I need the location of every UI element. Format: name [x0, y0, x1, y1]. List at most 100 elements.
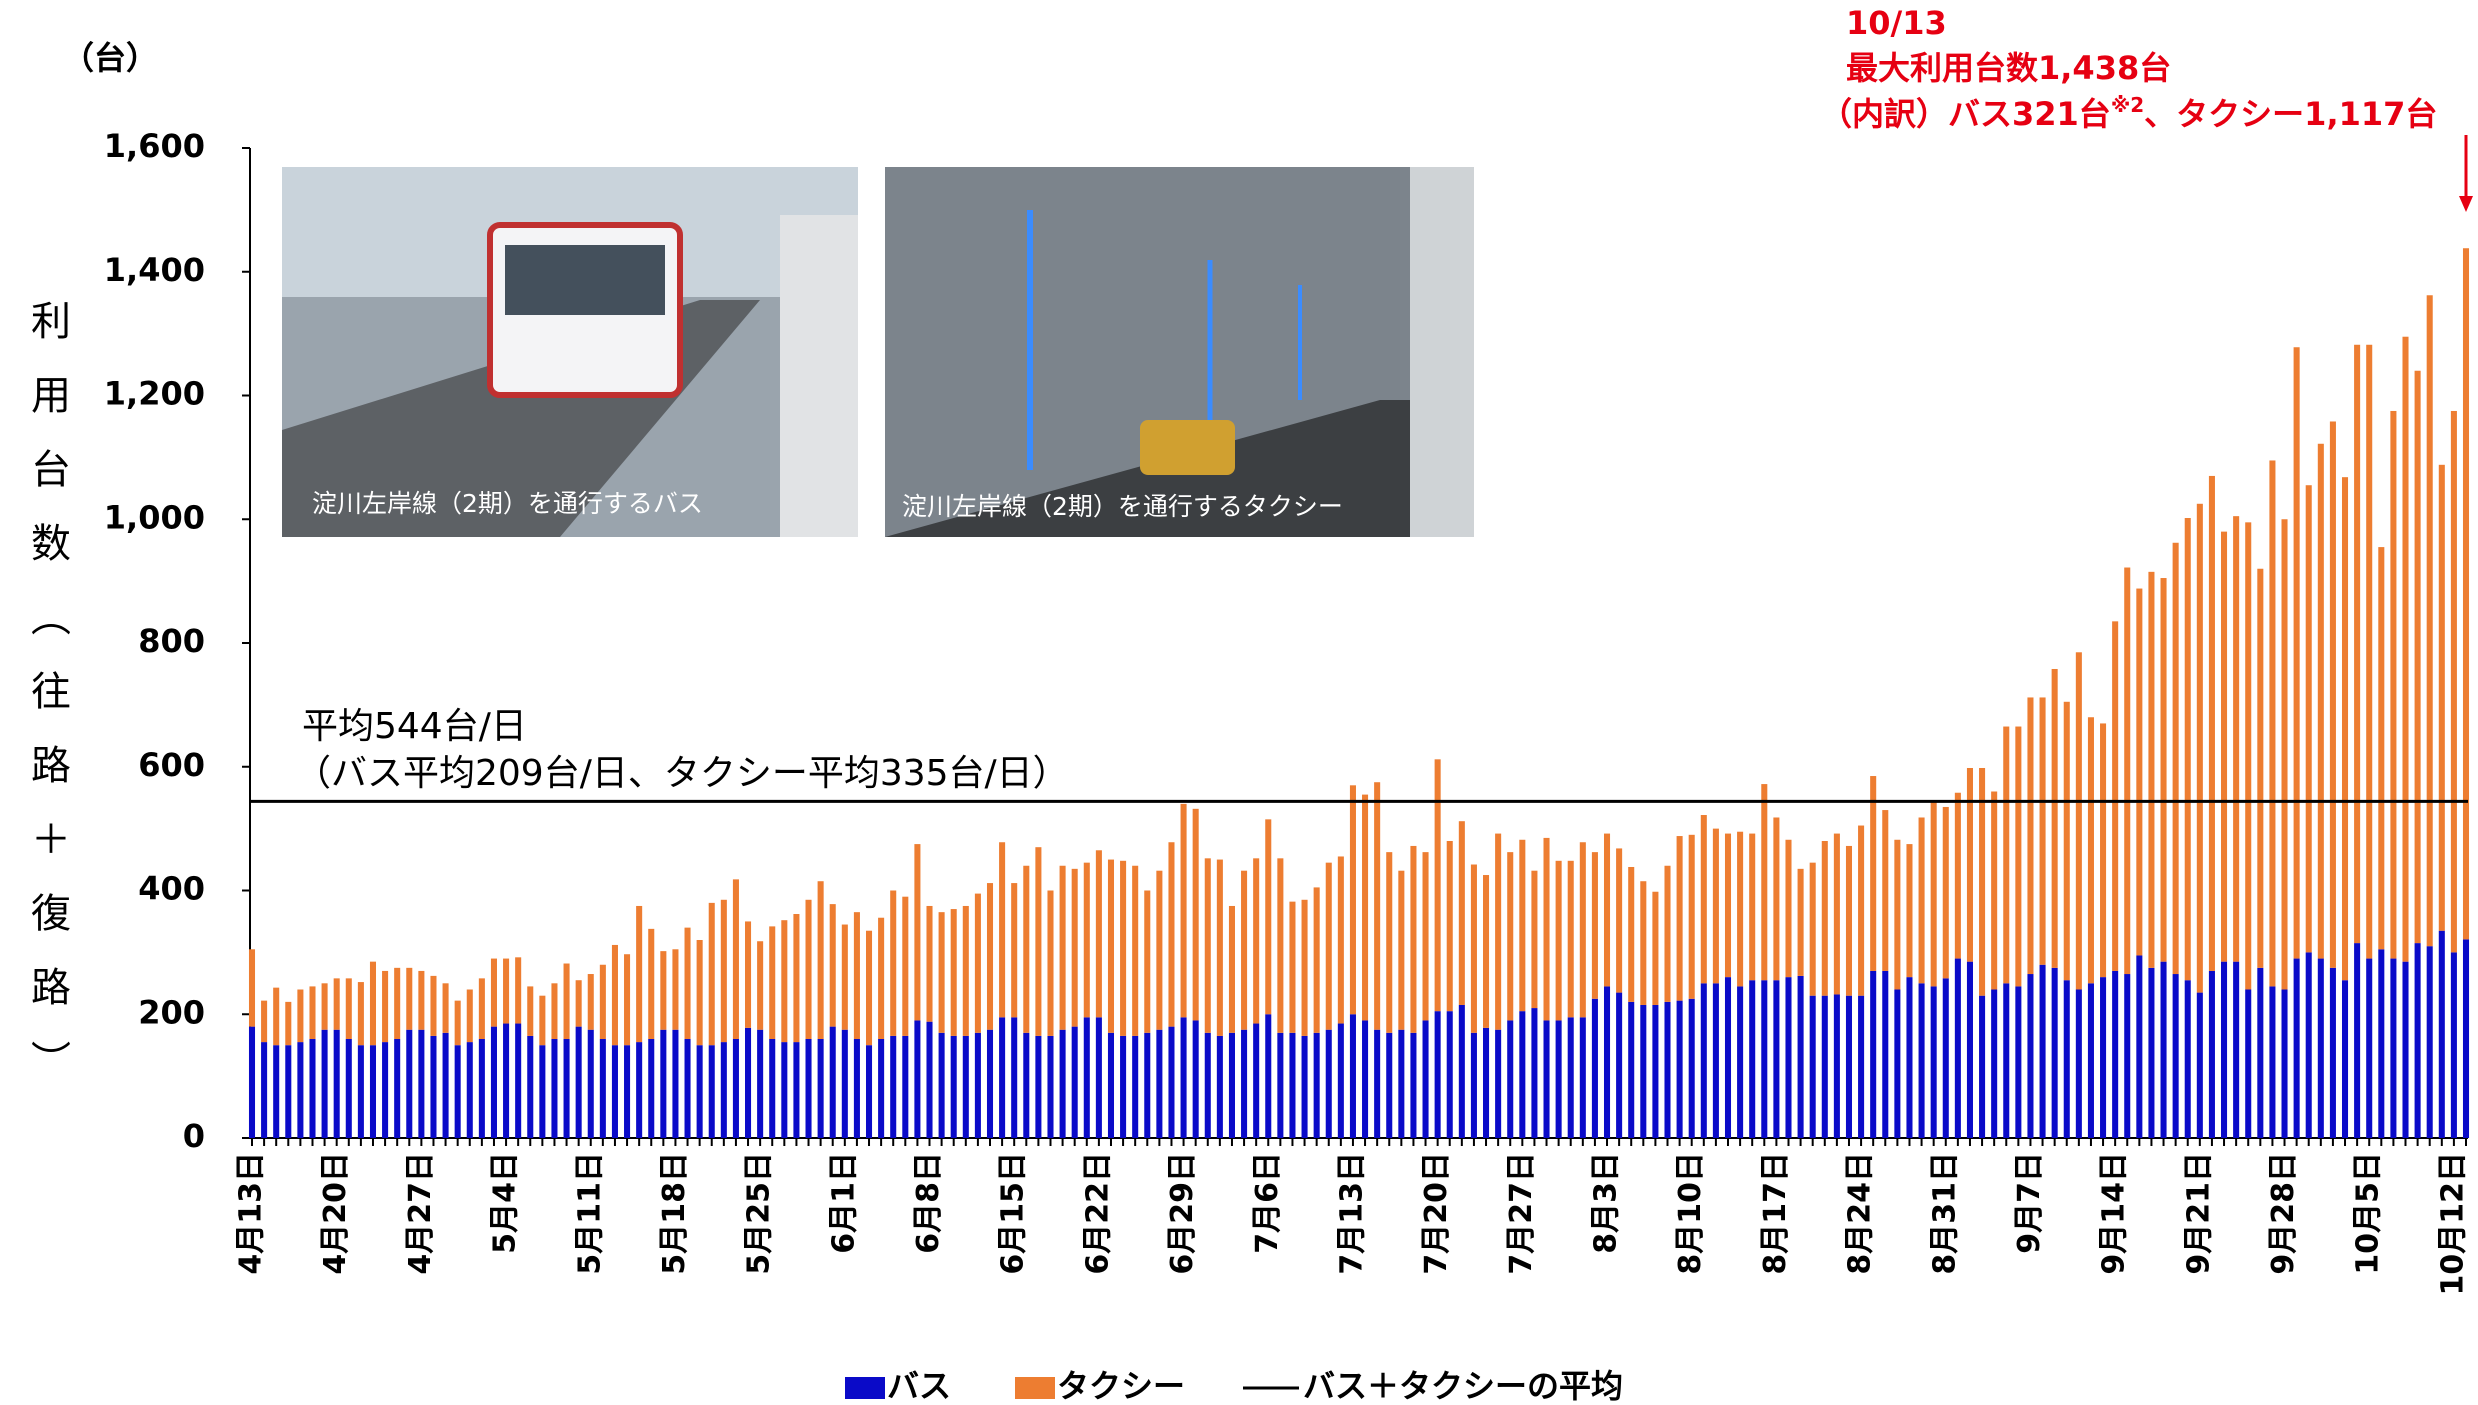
bar-segment: [599, 1039, 606, 1138]
average-label: 平均544台/日: [302, 706, 527, 747]
bar-segment: [2148, 571, 2155, 968]
bar-segment: [914, 844, 921, 1021]
bar-segment: [321, 983, 328, 1030]
bar-segment: [1386, 852, 1393, 1033]
bar-segment: [1313, 1032, 1320, 1138]
bar-segment: [333, 978, 340, 1030]
bar-segment: [1253, 858, 1260, 1024]
x-tick-label: 5月18日: [657, 1152, 692, 1275]
bar-segment: [1773, 817, 1780, 981]
annotation-line: （内訳）バス321台※2、タクシー1,117台: [1820, 93, 2437, 134]
bar-segment: [1507, 852, 1514, 1021]
bar-segment: [1640, 881, 1647, 1005]
bar-segment: [660, 1029, 667, 1138]
bar-segment: [1918, 817, 1925, 984]
photo-wall: [780, 215, 858, 537]
bar-segment: [527, 1035, 534, 1138]
bar-segment: [1979, 995, 1986, 1138]
bar-segment: [2293, 958, 2300, 1138]
bar-segment: [1120, 1035, 1127, 1138]
bar-segment: [2039, 697, 2046, 965]
bar-segment: [1265, 819, 1272, 1015]
bar-segment: [2366, 958, 2373, 1138]
bar-segment: [1410, 1032, 1417, 1138]
bar-segment: [1398, 1029, 1405, 1138]
bar-segment: [2015, 986, 2022, 1138]
bar-segment: [1047, 890, 1054, 1036]
bar-segment: [2100, 977, 2107, 1138]
bar-segment: [1011, 1017, 1018, 1138]
x-tick-label: 6月29日: [1165, 1152, 1200, 1275]
bar-segment: [999, 842, 1006, 1018]
bar-segment: [781, 920, 788, 1043]
bar-segment: [2051, 967, 2058, 1138]
bar-segment: [1325, 862, 1332, 1030]
bar-segment: [636, 905, 643, 1043]
bar-segment: [2354, 943, 2361, 1138]
bar-segment: [1495, 833, 1502, 1030]
bar-segment: [1712, 983, 1719, 1138]
bar-segment: [1071, 1026, 1078, 1138]
bar-segment: [1942, 978, 1949, 1138]
x-tick-label: 5月25日: [742, 1152, 777, 1275]
bar-segment: [2208, 475, 2215, 971]
x-tick-label: 8月17日: [1758, 1152, 1793, 1275]
bar-segment: [1616, 992, 1623, 1138]
annotation-arrowhead: [2459, 196, 2473, 212]
photo-taxi: [1140, 420, 1235, 475]
bar-segment: [357, 982, 364, 1046]
bar-segment: [890, 890, 897, 1036]
bar-segment: [1616, 848, 1623, 993]
bar-segment: [2378, 949, 2385, 1138]
bar-segment: [1652, 891, 1659, 1005]
bar-segment: [1301, 1035, 1308, 1138]
bar-segment: [2112, 970, 2119, 1138]
bar-segment: [1398, 870, 1405, 1030]
bar-segment: [1349, 1014, 1356, 1138]
bar-segment: [248, 1026, 256, 1138]
bar-segment: [1531, 1008, 1538, 1138]
legend-swatch: [1015, 1377, 1055, 1399]
bar-segment: [2075, 989, 2082, 1138]
x-tick-label: 5月4日: [488, 1152, 523, 1254]
bar-segment: [1253, 1023, 1260, 1138]
bar-segment: [1894, 989, 1901, 1138]
bar-segment: [2051, 668, 2058, 968]
bar-segment: [1023, 1032, 1030, 1138]
bar-segment: [261, 1000, 268, 1043]
bar-segment: [2341, 477, 2349, 981]
bar-segment: [2015, 726, 2022, 987]
bar-segment: [2136, 955, 2143, 1138]
bar-segment: [2317, 443, 2324, 959]
bar-segment: [938, 912, 945, 1033]
bar-segment: [1676, 836, 1683, 1001]
bar-segment: [684, 927, 691, 1039]
bar-segment: [1918, 983, 1925, 1138]
bar-segment: [382, 1042, 389, 1138]
x-tick-label: 9月21日: [2181, 1152, 2216, 1275]
bar-segment: [1265, 1014, 1272, 1138]
bar-segment: [1519, 1011, 1526, 1138]
bar-segment: [1458, 821, 1465, 1005]
x-tick-label: 8月3日: [1589, 1152, 1624, 1254]
bar-segment: [394, 967, 401, 1039]
bar-segment: [2390, 958, 2397, 1138]
bar-segment: [2003, 726, 2010, 984]
bar-segment: [938, 1032, 945, 1138]
bar-segment: [745, 1027, 752, 1138]
bar-segment: [732, 879, 739, 1039]
bar-segment: [2378, 547, 2385, 950]
x-tick-label: 4月20日: [318, 1152, 353, 1275]
bar-segment: [2245, 522, 2252, 990]
bar-segment: [2402, 336, 2409, 962]
bar-segment: [878, 1039, 885, 1138]
bar-segment: [2027, 697, 2034, 975]
bar-segment: [684, 1039, 691, 1138]
bar-segment: [406, 967, 413, 1030]
bar-segment: [817, 1039, 824, 1138]
bar-segment: [1954, 958, 1961, 1138]
bar-segment: [1664, 1001, 1671, 1138]
bar-segment: [1858, 825, 1865, 996]
bar-segment: [672, 949, 679, 1030]
bar-segment: [624, 1045, 631, 1138]
